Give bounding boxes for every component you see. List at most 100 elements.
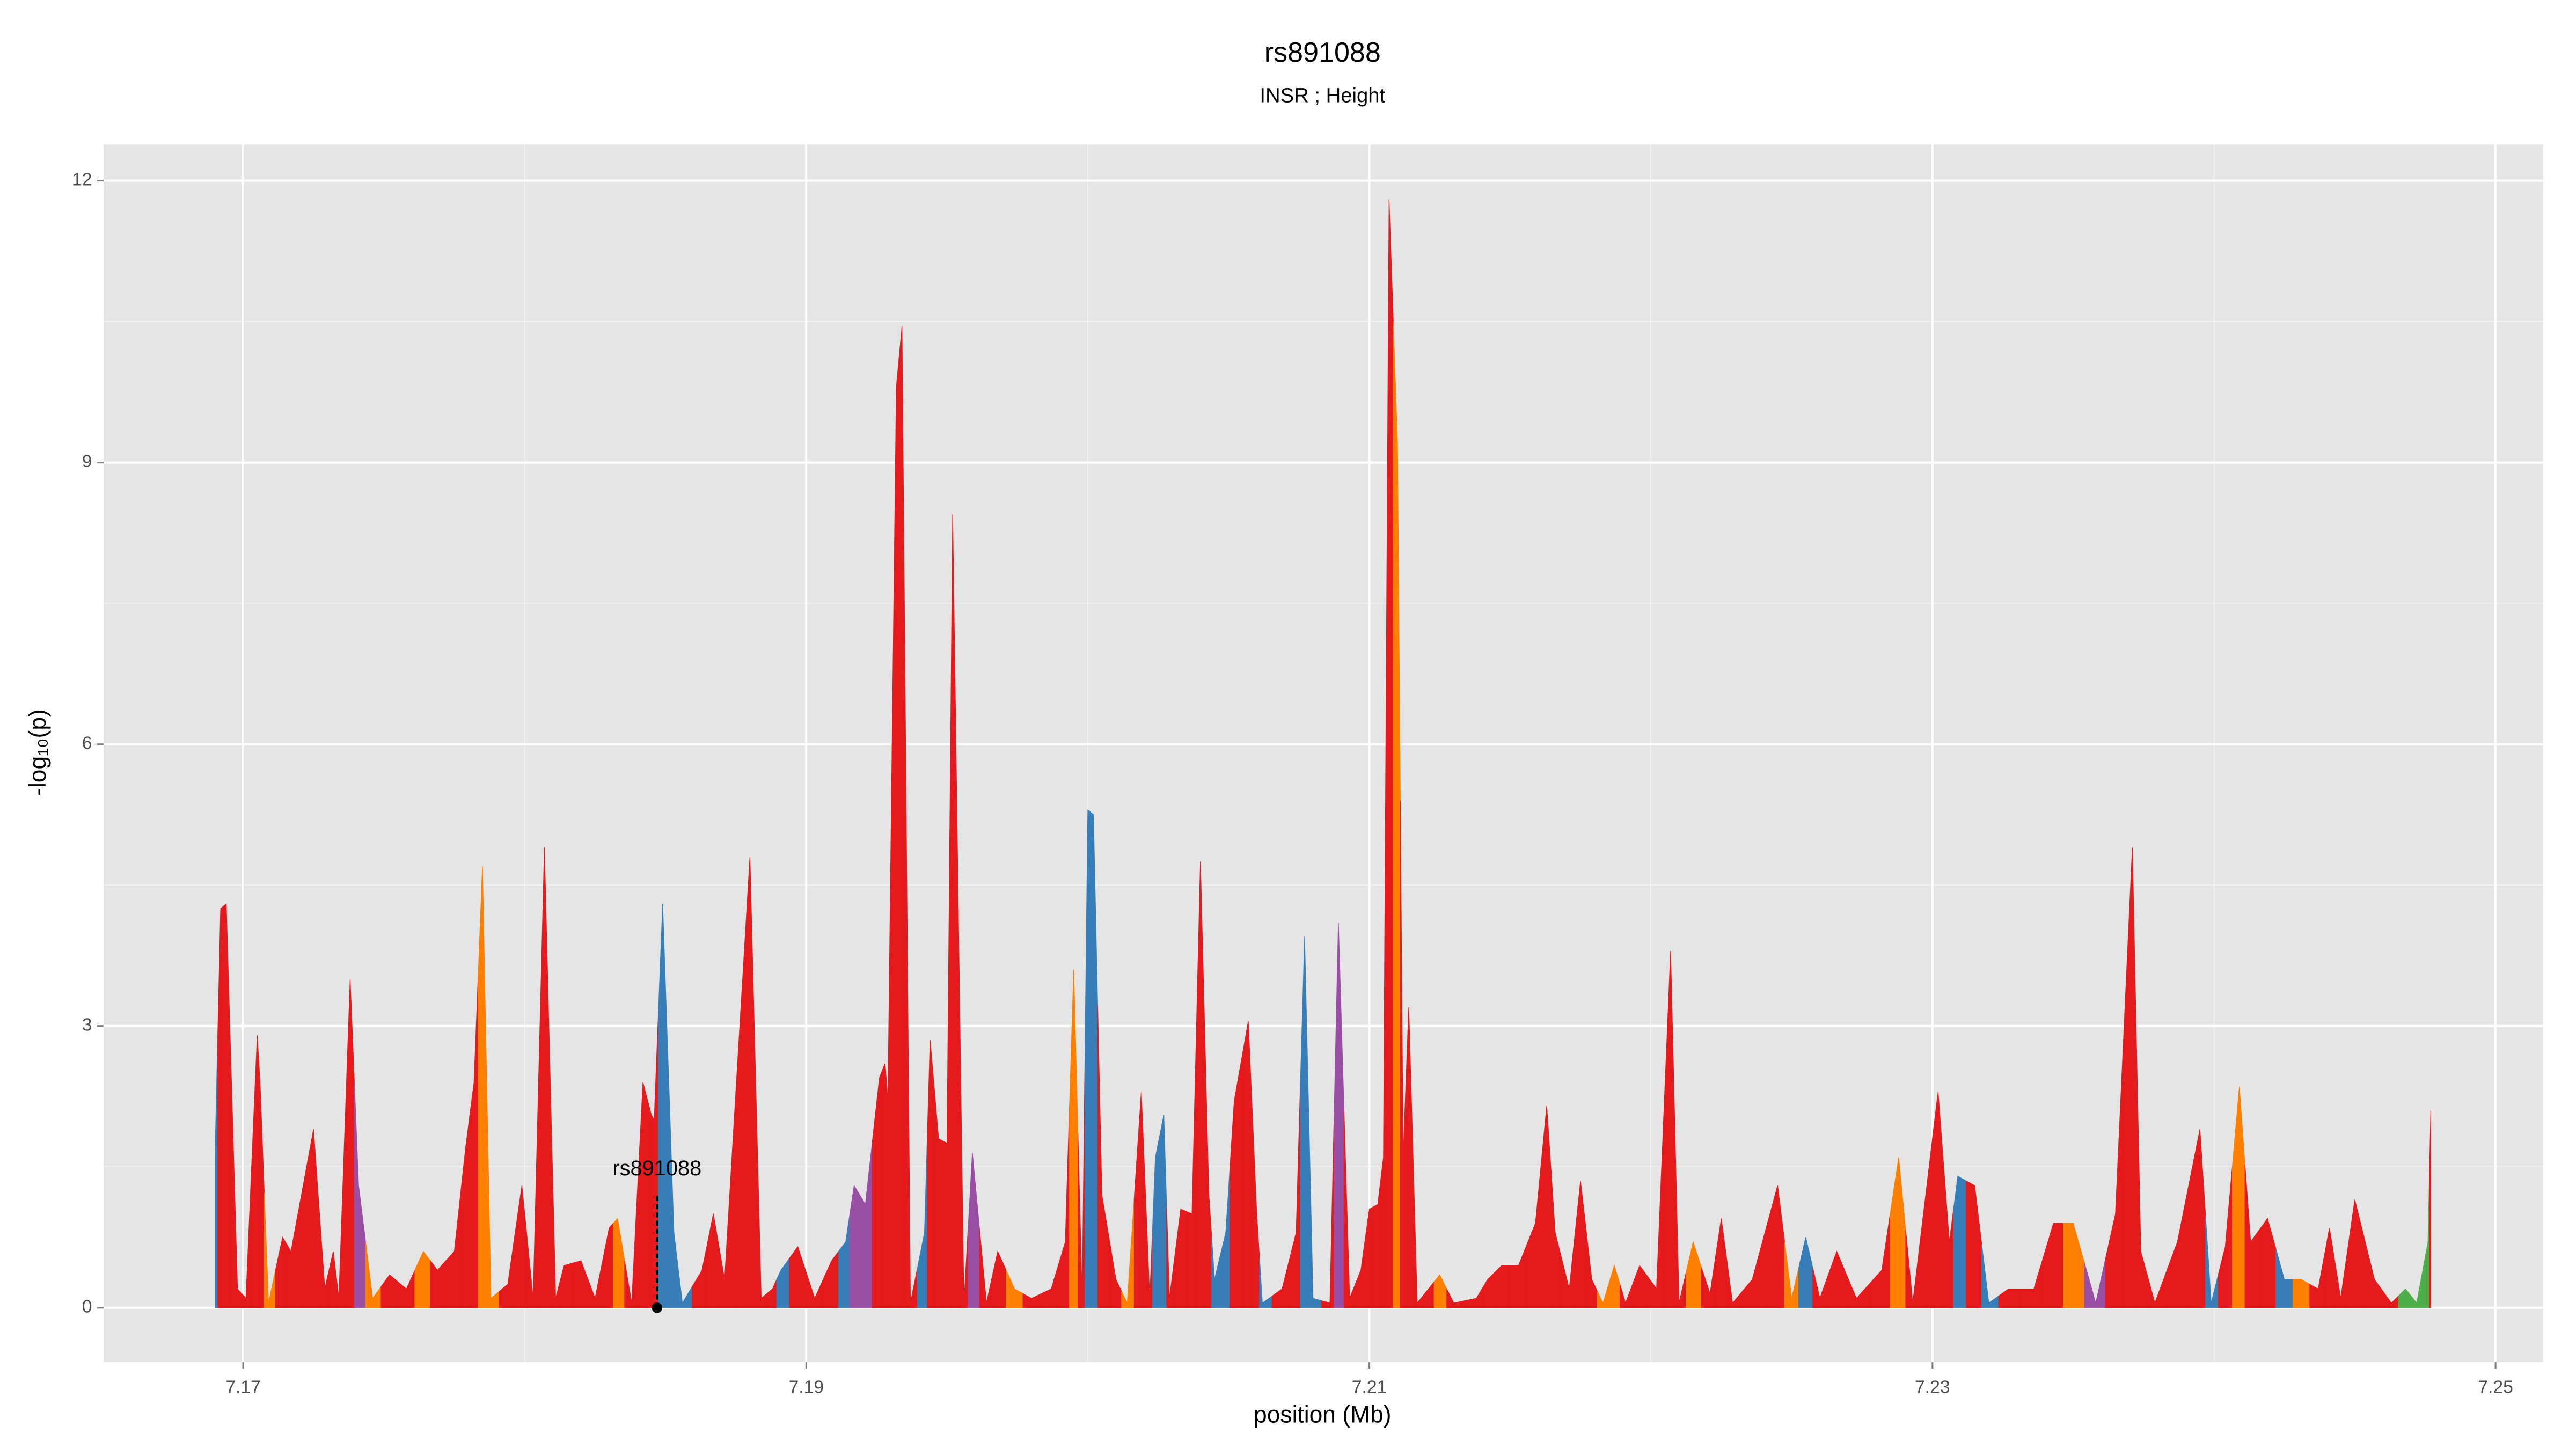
annotation-label: rs891088 xyxy=(612,1157,701,1180)
area-segment xyxy=(692,1242,708,1308)
area-segment xyxy=(588,1263,603,1308)
area-segment xyxy=(1619,1284,1633,1308)
area-segment xyxy=(1271,1261,1290,1308)
area-segment xyxy=(755,1077,767,1308)
area-segment xyxy=(1230,1061,1242,1308)
area-segment xyxy=(1185,1037,1197,1308)
area-segment xyxy=(1765,1185,1785,1308)
area-segment xyxy=(1006,1270,1023,1308)
x-tick-label: 7.25 xyxy=(2478,1378,2513,1397)
area-segment xyxy=(264,1192,276,1308)
area-segment xyxy=(1289,1085,1301,1308)
area-segment xyxy=(2063,1223,2085,1308)
y-tick-label: 6 xyxy=(82,734,92,753)
area-segment xyxy=(1541,1106,1552,1308)
area-segment xyxy=(766,1279,777,1308)
area-segment xyxy=(1465,1287,1483,1308)
area-segment xyxy=(486,1082,500,1308)
area-segment xyxy=(2422,1176,2430,1308)
area-segment xyxy=(1446,1289,1466,1308)
area-segment xyxy=(1812,1268,1829,1308)
area-segment xyxy=(1998,1289,2022,1308)
area-segment xyxy=(2084,1258,2106,1308)
area-segment xyxy=(1373,1181,1381,1308)
area-segment xyxy=(1022,1293,1042,1308)
area-segment xyxy=(286,1190,303,1308)
area-segment xyxy=(942,829,950,1308)
area-segment xyxy=(1133,1092,1146,1308)
area-segment xyxy=(2218,1167,2233,1308)
area-segment xyxy=(2309,1258,2324,1308)
area-segment xyxy=(550,1073,560,1308)
area-segment xyxy=(898,326,907,1308)
area-segment xyxy=(380,1274,399,1308)
area-segment xyxy=(514,1185,528,1308)
area-segment xyxy=(850,1184,860,1308)
area-segment xyxy=(1494,1265,1511,1308)
area xyxy=(214,199,2432,1308)
area-segment xyxy=(231,1096,243,1308)
area-segment xyxy=(1343,1110,1356,1308)
area-segment xyxy=(302,1129,320,1308)
area-segment xyxy=(2123,847,2137,1308)
axes: 0 3 6 9 12 7.17 7.19 7.21 7.23 7.25 xyxy=(72,170,2513,1397)
area-segment xyxy=(1701,1256,1716,1308)
area-segment xyxy=(958,908,969,1308)
area-segment xyxy=(1393,321,1401,1308)
area-segment xyxy=(737,857,756,1308)
area-segment xyxy=(1252,1117,1260,1308)
area-segment xyxy=(1159,1115,1167,1308)
area-segment xyxy=(1355,1239,1366,1308)
area-segment xyxy=(2323,1227,2336,1308)
area-segment xyxy=(1085,809,1091,1308)
area-segment xyxy=(335,1138,345,1308)
area-segment xyxy=(2205,1216,2219,1308)
x-tick-label: 7.21 xyxy=(1352,1378,1387,1397)
area-segment xyxy=(872,1070,883,1308)
area-segment xyxy=(968,1152,980,1308)
area-segment xyxy=(1526,1164,1542,1308)
area-segment xyxy=(1058,1106,1070,1308)
area-segment xyxy=(1259,1258,1273,1308)
area-segment xyxy=(1784,1242,1799,1308)
area-segment xyxy=(678,1268,693,1308)
area-segment xyxy=(2334,1249,2348,1308)
area-segment xyxy=(1321,1113,1335,1308)
area-segment xyxy=(414,1250,431,1308)
area-segment xyxy=(1196,861,1205,1308)
area-segment xyxy=(1386,199,1394,1308)
area-segment xyxy=(1846,1275,1870,1308)
area-segment xyxy=(430,1260,447,1308)
area-segment xyxy=(1686,1240,1702,1308)
area-segment xyxy=(823,1250,839,1308)
area-segment xyxy=(602,1222,614,1308)
area-segment xyxy=(949,514,959,1308)
area-segment xyxy=(572,1260,589,1308)
chart-subtitle: INSR ; Height xyxy=(1260,84,1385,107)
area-segment xyxy=(1365,1206,1374,1308)
area-segment xyxy=(2347,1199,2365,1308)
area-segment xyxy=(1406,1007,1414,1308)
area-segment xyxy=(2165,1185,2189,1308)
area-segment xyxy=(719,1068,738,1308)
area-segment xyxy=(1742,1232,1766,1308)
annotation: rs891088 xyxy=(612,1157,701,1313)
area-segment xyxy=(891,356,900,1308)
x-tick-label: 7.17 xyxy=(225,1378,261,1397)
area-segment xyxy=(2244,1164,2260,1308)
area-segment xyxy=(1966,1180,1982,1308)
area-segment xyxy=(1204,1028,1212,1308)
area-segment xyxy=(1550,1169,1563,1308)
area-segment xyxy=(328,1251,336,1308)
area-segment xyxy=(2147,1272,2167,1308)
area-segment xyxy=(917,1136,928,1308)
area-segment xyxy=(241,1167,252,1308)
area-segment xyxy=(934,1089,943,1308)
area-segment xyxy=(636,1082,648,1308)
area-segment xyxy=(2231,1087,2245,1308)
area-segment xyxy=(1145,1195,1153,1308)
area-segment xyxy=(668,1068,679,1308)
area-segment xyxy=(445,1199,460,1308)
area-segment xyxy=(2292,1279,2310,1308)
